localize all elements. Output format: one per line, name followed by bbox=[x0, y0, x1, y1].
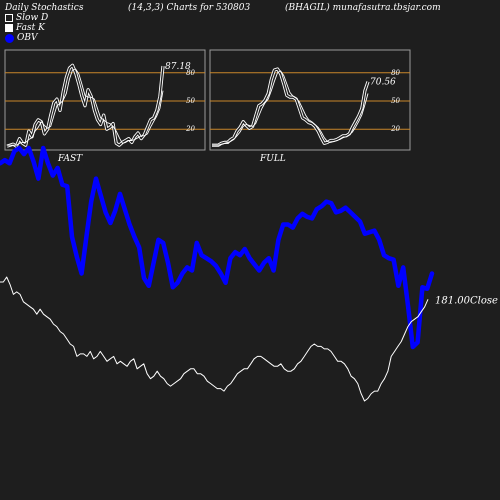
full-ytick-50: 50 bbox=[391, 97, 400, 105]
fast-panel-title: FAST bbox=[57, 154, 83, 164]
full-ytick-20: 20 bbox=[390, 125, 400, 133]
fast-last-value-label: 87.18 bbox=[165, 62, 191, 72]
full-panel-title: FULL bbox=[259, 154, 286, 164]
fast-ytick-80: 80 bbox=[186, 69, 195, 77]
obv-line bbox=[0, 145, 435, 350]
fast-fast-k-line bbox=[6, 64, 164, 147]
chart-header-mid: (14,3,3) Charts for 530803 bbox=[128, 3, 251, 13]
fast-slow-d-line bbox=[7, 68, 164, 146]
slow-d-swatch-icon bbox=[5, 14, 13, 22]
close-price-line bbox=[0, 276, 429, 402]
full-ytick-80: 80 bbox=[391, 69, 400, 77]
fast-ytick-50: 50 bbox=[186, 97, 195, 105]
fast-ytick-20: 20 bbox=[185, 125, 195, 133]
legend-slow-d: Slow D bbox=[5, 13, 48, 23]
full-last-value-label: 70.56 bbox=[370, 78, 396, 88]
legend-obv-label: OBV bbox=[17, 33, 38, 43]
full-fast-k-line bbox=[212, 68, 369, 146]
obv-swatch-icon bbox=[5, 33, 14, 43]
legend-fast-k-label: Fast K bbox=[16, 23, 45, 33]
full-slow-d-line bbox=[212, 70, 369, 146]
legend-fast-k: Fast K bbox=[5, 23, 45, 33]
fast-panel-frame bbox=[4, 49, 206, 151]
legend-slow-d-label: Slow D bbox=[16, 13, 49, 23]
chart-header-left: Daily Stochastics bbox=[5, 3, 84, 13]
full-panel-frame bbox=[209, 49, 411, 151]
close-price-label: 181.00Close bbox=[435, 295, 498, 306]
chart-header-right: (BHAGIL) munafasutra.tbsjar.com bbox=[285, 3, 441, 13]
legend-obv: OBV bbox=[5, 33, 38, 43]
fast-k-swatch-icon bbox=[5, 24, 13, 32]
